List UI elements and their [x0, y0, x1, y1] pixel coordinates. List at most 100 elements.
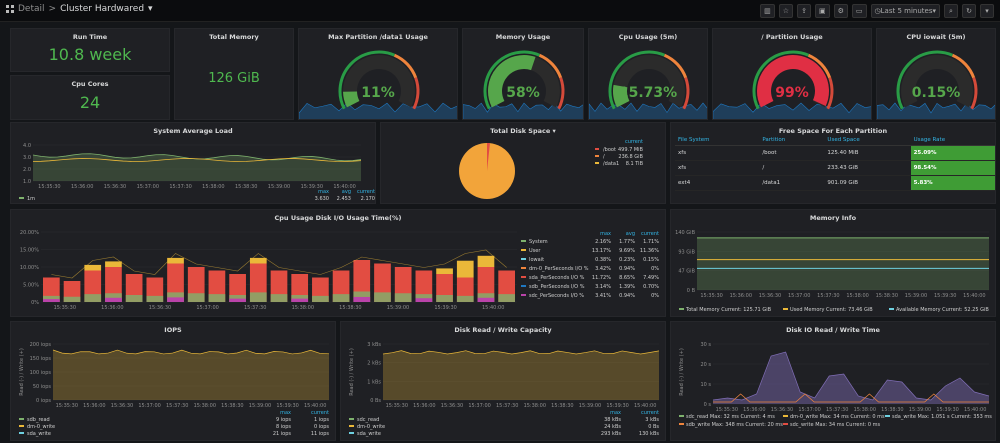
legend-header: current: [641, 231, 659, 237]
pie-slice-root[interactable]: [487, 142, 490, 171]
y-tick-label: 30 s: [700, 342, 711, 348]
legend-swatch: [349, 432, 354, 434]
gauge-value: 58%: [506, 85, 540, 101]
table-cell: ext4: [675, 175, 760, 191]
legend-value: 13.17%: [592, 248, 611, 254]
total-disk-space-panel: Total Disk Space ▾ current/boot 499.7 MiB…: [380, 122, 666, 204]
column-header[interactable]: Used Space: [824, 135, 911, 146]
y-axis-label: Read (-) / Write (+): [349, 348, 355, 396]
legend-value: 38 kBs: [604, 417, 621, 423]
star-icon[interactable]: ☆: [778, 4, 794, 18]
x-tick-label: 15:40:00: [482, 305, 504, 311]
share-icon[interactable]: ⇪: [797, 4, 812, 18]
breadcrumb[interactable]: Detail > Cluster Hardwared ▾: [6, 4, 153, 14]
legend-value: 11.72%: [592, 275, 611, 281]
monitor-icon[interactable]: ▭: [851, 4, 867, 18]
free-space-table: File System Partition Used Space Usage R…: [675, 135, 995, 191]
gauge-fill: [343, 91, 360, 108]
system-bar: [229, 295, 246, 302]
column-header[interactable]: File System: [675, 135, 760, 146]
gear-icon[interactable]: ⚙: [833, 4, 848, 18]
legend-value: 11 iops: [311, 431, 330, 437]
zoom-out-icon[interactable]: ⌕: [944, 4, 958, 18]
x-tick-label: 15:39:00: [387, 305, 409, 311]
refresh-interval-dropdown[interactable]: ▾: [980, 4, 994, 18]
time-range-picker[interactable]: ◷ Last 5 minutes ▾: [870, 4, 940, 18]
legend-swatch: [19, 197, 24, 199]
legend-name: dm-0_write: [27, 424, 55, 430]
legend-value: 0 iops: [314, 424, 329, 430]
gauge-value: 11%: [361, 85, 395, 101]
y-tick-label: 15.00%: [20, 248, 39, 254]
y-tick-label: 0%: [31, 300, 39, 306]
legend-name: /data1: [603, 161, 619, 167]
legend-swatch: [521, 276, 526, 278]
y-tick-label: 5.00%: [23, 283, 39, 289]
x-tick-label: 15:36:30: [111, 403, 133, 409]
sda-write-area: [713, 352, 989, 404]
threshold-arc-red: [412, 77, 420, 110]
y-tick-label: 0 B: [687, 288, 696, 294]
disk-io-time-chart[interactable]: 30 s 20 s 10 s 0 s 15:35:30 15:36:00 15:36:30 1…: [671, 322, 996, 441]
user-line: [51, 249, 507, 279]
sparkline-area: [463, 102, 583, 119]
iops-panel: IOPS 200 iops 150 iops 100 iops 50 iops 0 io…: [10, 321, 336, 441]
chevron-down-icon[interactable]: ▾: [148, 4, 153, 14]
table-row: xfs/233.43 GiB 98.54%: [675, 160, 995, 176]
system-load-chart[interactable]: 4.0 3.0 2.0 1.0 15:35:30 15:36:00 15:36:30 15:3…: [11, 123, 376, 204]
x-tick-label: 15:36:30: [759, 293, 781, 299]
legend-entry: Total Memory Current: 125.71 GiB: [685, 307, 772, 313]
gauge-fill: [613, 84, 630, 108]
table-cell: 125.40 MiB: [824, 145, 911, 161]
save-icon[interactable]: ▣: [815, 4, 830, 18]
memory-info-chart[interactable]: 140 GiB 93 GiB 47 GiB 0 B 15:35:30 15:36:00 15…: [671, 210, 996, 317]
disk-space-pie-chart[interactable]: current/boot 499.7 MiB / 236.8 GiB/data1 8.1…: [381, 123, 666, 204]
legend-name: Iowait: [529, 257, 544, 263]
y-tick-label: 150 iops: [30, 356, 52, 362]
legend-value: 3.14%: [595, 284, 611, 290]
x-tick-label: 15:38:00: [854, 407, 876, 413]
total-memory-panel: Total Memory 126 GiB: [174, 28, 294, 120]
iops-chart[interactable]: 200 iops 150 iops 100 iops 50 iops 0 iops 15:…: [11, 322, 336, 441]
table-cell: 901.09 GiB: [824, 175, 911, 191]
system-bar: [353, 291, 371, 302]
y-tick-label: 0 iops: [36, 398, 51, 404]
legend-value: 0%: [651, 293, 659, 299]
memory-info-panel: Memory Info 140 GiB 93 GiB 47 GiB 0 B 15:35:…: [670, 209, 996, 317]
legend-value: 1.979: [337, 203, 351, 204]
x-tick-label: 15:35:30: [54, 305, 76, 311]
legend-entry: sda_write Max: 1.051 s Current: 353 ms: [892, 414, 992, 420]
x-tick-label: 15:36:00: [71, 184, 93, 190]
panel-title: Disk Read / Write Capacity: [454, 326, 552, 334]
panel-title: Cpu Usage (5m): [618, 33, 678, 41]
threshold-arc-red: [557, 77, 565, 110]
gauge-chart: [713, 50, 871, 119]
sdc-bar: [353, 296, 371, 302]
gauge-chart: [589, 50, 707, 119]
refresh-icon[interactable]: ↻: [962, 4, 976, 18]
panel-title[interactable]: Total Disk Space ▾: [381, 127, 665, 135]
threshold-arc-orange: [663, 53, 688, 79]
legend-entry: Available Memory Current: 52.25 GiB: [896, 307, 989, 313]
legend-value: 2.16%: [595, 239, 611, 245]
dashboard-title[interactable]: Cluster Hardwared: [60, 4, 145, 14]
cpu-disk-io-chart[interactable]: 20.00% 15.00% 10.00% 5.00% 0% 15:35:30 15:36:0…: [11, 210, 666, 317]
legend-swatch: [521, 249, 526, 251]
disk-capacity-chart[interactable]: 3 kBs 2 kBs 1 kBs 0 Bs 15:35:30 15:36:00 15:36…: [341, 322, 666, 441]
user-bar: [436, 268, 453, 274]
x-tick-label: 15:39:00: [249, 403, 271, 409]
dashboard-grid-icon[interactable]: [6, 5, 14, 13]
legend-name: 1m: [27, 196, 35, 202]
add-panel-icon[interactable]: ▥: [760, 4, 775, 18]
column-header[interactable]: Partition: [759, 135, 825, 146]
threshold-arc-green: [752, 50, 810, 110]
legend-swatch: [783, 423, 788, 425]
legend-value: 0.94%: [619, 266, 635, 272]
breadcrumb-root[interactable]: Detail: [18, 4, 45, 14]
column-header[interactable]: Usage Rate: [910, 135, 995, 146]
table-cell: xfs: [675, 145, 760, 161]
y-axis-label: Read (-) / Write (+): [679, 348, 685, 396]
write-area: [53, 350, 329, 400]
legend-header: max: [318, 189, 329, 195]
x-tick-label: 15:39:00: [905, 293, 927, 299]
